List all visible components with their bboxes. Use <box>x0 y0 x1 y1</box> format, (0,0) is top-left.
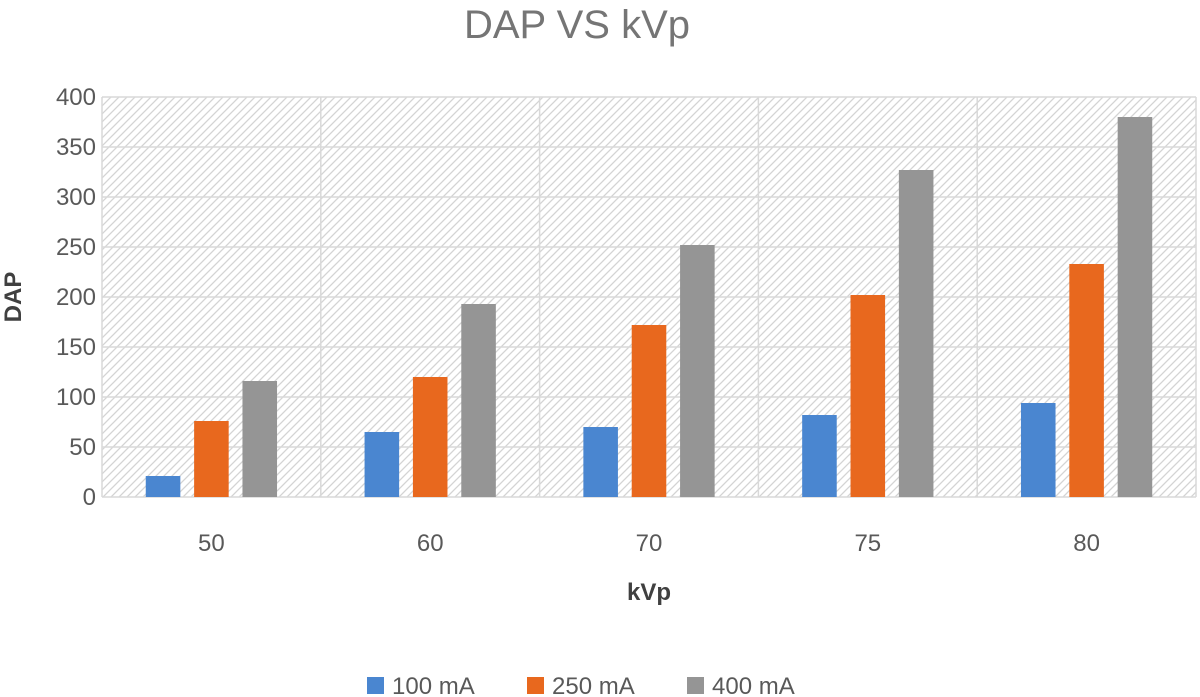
legend-swatch <box>687 677 704 694</box>
y-axis-label: DAP <box>0 272 27 323</box>
bar-100-ma-kvp-60 <box>364 432 400 497</box>
bar-400-ma-kvp-70 <box>680 245 715 497</box>
legend-swatch <box>367 677 384 694</box>
bar-250-ma-kvp-75 <box>850 295 886 497</box>
x-tick-label: 75 <box>854 530 881 557</box>
bar-100-ma-kvp-50 <box>145 476 181 497</box>
x-tick-label: 60 <box>417 530 444 557</box>
bar-400-ma-kvp-50 <box>242 381 278 497</box>
x-axis-label: kVp <box>627 579 671 606</box>
x-tick-label: 70 <box>636 530 663 557</box>
legend: 100 mA 250 mA 400 mA <box>367 673 795 697</box>
bar-100-ma-kvp-70 <box>583 427 618 497</box>
x-axis-ticks: 50 60 70 75 80 <box>198 530 1100 557</box>
legend-label: 250 mA <box>552 673 635 697</box>
bar-400-ma-kvp-80 <box>1117 117 1153 497</box>
y-tick-label: 50 <box>69 434 96 461</box>
y-tick-label: 100 <box>56 384 96 411</box>
y-tick-label: 0 <box>83 484 96 511</box>
bar-100-ma-kvp-80 <box>1020 403 1056 497</box>
y-tick-label: 400 <box>56 84 96 111</box>
bar-400-ma-kvp-75 <box>898 170 934 497</box>
y-tick-label: 150 <box>56 334 96 361</box>
bars <box>145 117 1153 497</box>
bar-250-ma-kvp-80 <box>1069 264 1104 497</box>
bar-250-ma-kvp-60 <box>412 377 448 497</box>
bar-100-ma-kvp-75 <box>802 415 837 497</box>
y-tick-label: 200 <box>56 284 96 311</box>
legend-swatch <box>527 677 544 694</box>
x-tick-label: 50 <box>198 530 225 557</box>
legend-label: 400 mA <box>712 673 795 697</box>
bar-250-ma-kvp-50 <box>194 421 229 497</box>
bar-400-ma-kvp-60 <box>461 304 496 497</box>
y-axis-ticks: 0 50 100 150 200 250 300 350 400 <box>56 84 96 511</box>
y-tick-label: 300 <box>56 184 96 211</box>
legend-label: 100 mA <box>392 673 475 697</box>
y-tick-label: 350 <box>56 134 96 161</box>
y-tick-label: 250 <box>56 234 96 261</box>
x-tick-label: 80 <box>1073 530 1100 557</box>
bar-250-ma-kvp-70 <box>631 325 667 497</box>
chart-title: DAP VS kVp <box>464 3 690 47</box>
